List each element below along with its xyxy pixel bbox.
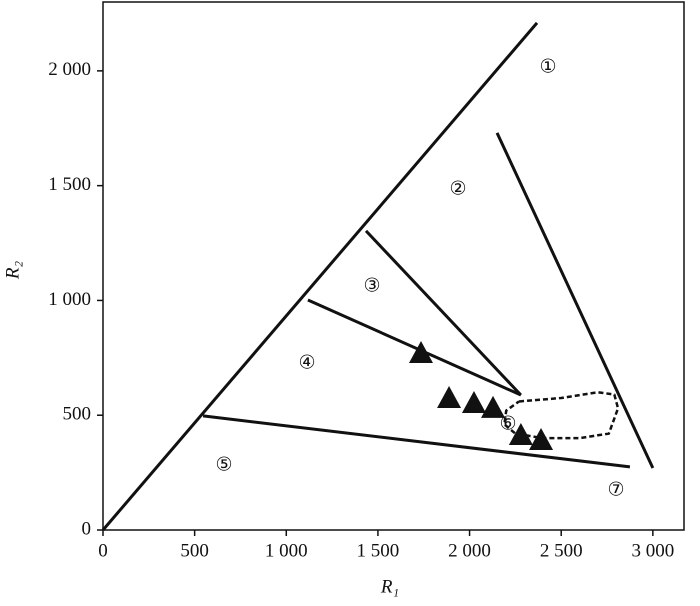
x-axis-label: R₁ [380,576,399,597]
y-tick-label: 500 [63,404,92,425]
field-label: ④ [298,352,315,373]
x-tick-label: 2 500 [540,540,583,561]
triangle-point [437,386,462,408]
field-label: ③ [363,275,380,296]
field-outline [503,391,620,440]
boundary-line [101,21,539,531]
x-tick-label: 3 000 [631,540,674,561]
triangle-point [529,428,554,451]
y-tick-label: 0 [82,518,92,539]
y-axis-label: R₂ [2,261,23,281]
triangle-point [508,422,533,445]
triangle-point [408,341,433,364]
y-tick-label: 1 500 [48,174,91,195]
field-label: ⑦ [607,479,624,500]
field-label: ① [539,56,556,77]
boundary-line [495,132,655,469]
y-tick-label: 1 000 [48,289,91,310]
triangle-point [461,391,486,414]
field-label: ⑤ [215,454,232,475]
x-tick-label: 1 500 [357,540,400,561]
x-tick-label: 2 000 [448,540,491,561]
y-tick-label: 2 000 [48,59,91,80]
boundary-line [364,229,522,397]
triangle-point [481,395,506,418]
field-label: ⑥ [499,413,516,434]
boundary-line [202,414,631,469]
plot-frame [102,1,685,531]
x-tick-label: 500 [180,540,209,561]
boundary-line [307,298,522,397]
x-tick-label: 1 000 [265,540,308,561]
field-label: ② [449,178,466,199]
x-tick-label: 0 [98,540,108,561]
